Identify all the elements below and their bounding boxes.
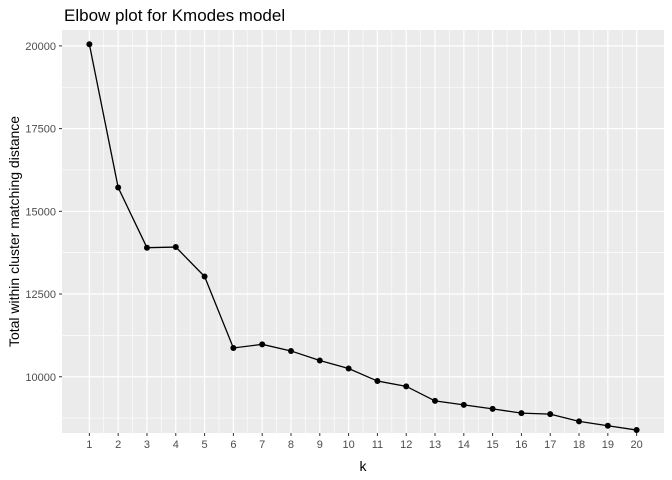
data-point-k8 bbox=[287, 347, 294, 354]
x-tick-label-8: 8 bbox=[288, 439, 294, 451]
data-point-k20 bbox=[633, 427, 640, 434]
x-tick-label-18: 18 bbox=[573, 439, 585, 451]
x-tick-label-4: 4 bbox=[173, 439, 179, 451]
data-point-k10 bbox=[345, 365, 352, 372]
x-tick-label-6: 6 bbox=[230, 439, 236, 451]
x-tick-label-17: 17 bbox=[544, 439, 556, 451]
data-point-k5 bbox=[201, 273, 208, 280]
y-tick-label-20000: 20000 bbox=[25, 41, 56, 53]
data-point-k18 bbox=[576, 418, 583, 425]
major-gridlines bbox=[62, 30, 664, 433]
data-point-k1 bbox=[86, 41, 93, 48]
y-tick-label-10000: 10000 bbox=[25, 372, 56, 384]
x-tick-label-7: 7 bbox=[259, 439, 265, 451]
data-point-k14 bbox=[460, 401, 467, 408]
series-line bbox=[88, 44, 637, 431]
y-axis-title: Total within cluster matching distance bbox=[6, 116, 22, 347]
y-tick-label-15000: 15000 bbox=[25, 206, 56, 218]
x-tick-label-9: 9 bbox=[317, 439, 323, 451]
x-tick-label-1: 1 bbox=[86, 439, 92, 451]
data-point-k7 bbox=[259, 341, 266, 348]
data-point-k15 bbox=[489, 405, 496, 412]
data-point-k6 bbox=[230, 344, 237, 351]
y-tick-label-12500: 12500 bbox=[25, 289, 56, 301]
chart-title: Elbow plot for Kmodes model bbox=[64, 6, 285, 25]
x-tick-label-2: 2 bbox=[115, 439, 121, 451]
data-point-k11 bbox=[374, 378, 381, 385]
x-axis-ticks: 1 2 3 4 5 6 7 8 9 10 11 12 13 14 15 16 17 18 19 20 bbox=[86, 433, 643, 451]
minor-gridlines bbox=[62, 30, 664, 433]
x-tick-label-11: 11 bbox=[372, 439, 383, 451]
y-axis-ticks: 10000 12500 15000 17500 20000 bbox=[25, 41, 62, 384]
data-point-k17 bbox=[547, 411, 554, 418]
x-tick-label-5: 5 bbox=[202, 439, 208, 451]
data-points bbox=[86, 41, 640, 434]
data-point-k12 bbox=[403, 383, 410, 390]
data-point-k3 bbox=[143, 244, 150, 251]
data-point-k9 bbox=[316, 357, 323, 364]
data-point-k4 bbox=[172, 244, 179, 251]
x-tick-label-3: 3 bbox=[144, 439, 150, 451]
x-tick-label-20: 20 bbox=[631, 439, 643, 451]
x-tick-label-15: 15 bbox=[486, 439, 498, 451]
x-tick-label-16: 16 bbox=[515, 439, 527, 451]
data-point-k19 bbox=[604, 422, 611, 429]
x-axis-title: k bbox=[360, 458, 368, 474]
y-tick-label-17500: 17500 bbox=[25, 124, 56, 136]
x-tick-label-14: 14 bbox=[458, 439, 470, 451]
x-tick-label-12: 12 bbox=[400, 439, 412, 451]
x-tick-label-10: 10 bbox=[342, 439, 354, 451]
x-tick-label-13: 13 bbox=[429, 439, 441, 451]
x-tick-label-19: 19 bbox=[602, 439, 614, 451]
data-point-k13 bbox=[432, 397, 439, 404]
data-point-k16 bbox=[518, 410, 525, 417]
data-point-k2 bbox=[115, 184, 122, 191]
